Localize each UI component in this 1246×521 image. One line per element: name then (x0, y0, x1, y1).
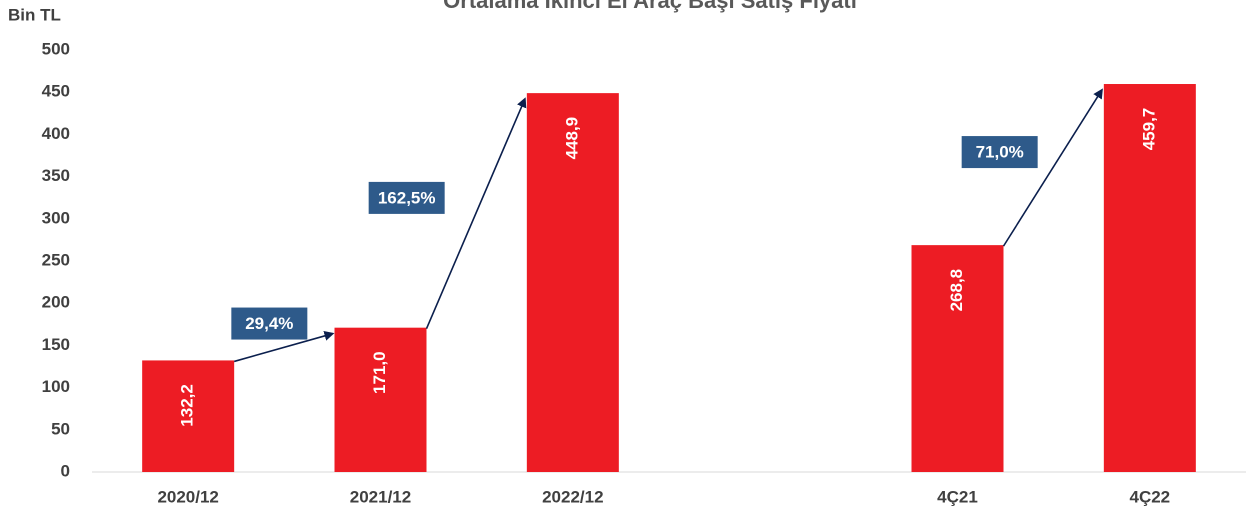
y-tick-label: 250 (42, 250, 70, 269)
bar (334, 327, 427, 472)
bar (526, 93, 619, 472)
y-tick-label: 350 (42, 166, 70, 185)
y-tick-label: 150 (42, 335, 70, 354)
value-label: 171,0 (370, 351, 389, 394)
y-tick-label: 400 (42, 124, 70, 143)
value-label: 448,9 (562, 117, 581, 160)
bar (911, 245, 1004, 472)
y-tick-label: 100 (42, 377, 70, 396)
y-tick-label: 450 (42, 82, 70, 101)
annotation-box (368, 181, 445, 214)
y-tick-label: 500 (42, 39, 70, 58)
bar (1103, 84, 1196, 473)
bar (142, 360, 235, 472)
x-tick-label: 2021/12 (350, 487, 411, 506)
y-tick-label: 50 (51, 419, 70, 438)
y-tick-label: 0 (61, 461, 70, 480)
annotation: 71,0% (976, 143, 1024, 162)
annotation: 29,4% (245, 314, 293, 333)
arrow (1002, 88, 1103, 247)
y-axis-label: Bin TL (8, 5, 61, 24)
x-tick-label: 2022/12 (542, 487, 603, 506)
x-tick-label: 2020/12 (157, 487, 218, 506)
arrow (233, 331, 335, 363)
x-tick-label: 4Ç21 (937, 487, 978, 506)
value-label: 132,2 (178, 384, 197, 427)
annotation-box (961, 136, 1038, 169)
x-tick-label: 4Ç22 (1130, 487, 1171, 506)
chart-title: Ortalama İkinci El Araç Başı Satış Fiyat… (443, 0, 857, 13)
value-label: 268,8 (947, 269, 966, 312)
annotation-box (231, 307, 308, 340)
value-label: 459,7 (1139, 108, 1158, 151)
y-tick-label: 200 (42, 293, 70, 312)
y-tick-label: 300 (42, 208, 70, 227)
arrow (425, 97, 527, 329)
annotation: 162,5% (378, 188, 436, 207)
